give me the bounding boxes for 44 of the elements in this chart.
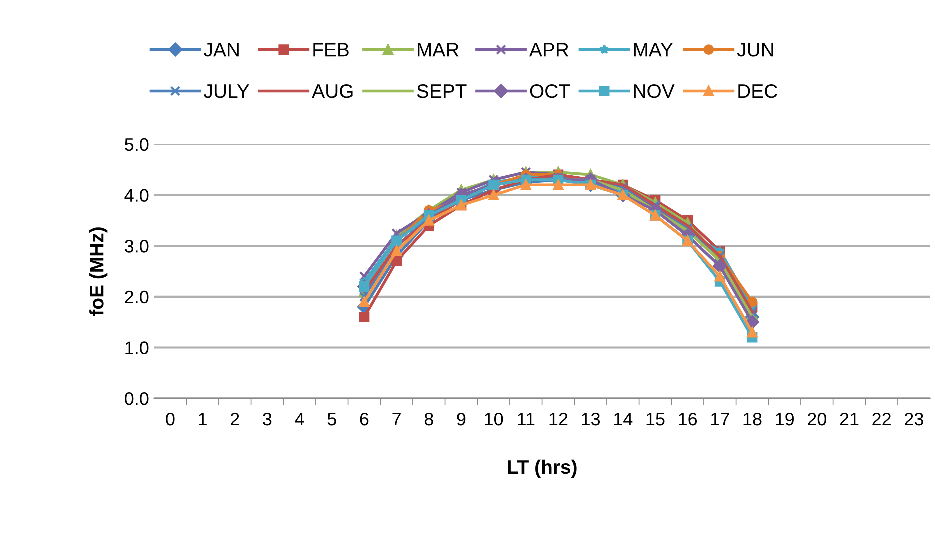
x-tick-label: 17 [711, 413, 730, 426]
legend-label: FEB [314, 43, 349, 57]
y-tick-label: 0.0 [125, 392, 149, 406]
x-tick-label: 10 [485, 412, 504, 426]
y-tick-label: 3.0 [125, 240, 149, 253]
x-tick-label: 4 [295, 413, 304, 426]
y-tick-label: 4.0 [124, 189, 149, 202]
x-tick-label: 2 [231, 412, 240, 426]
legend-label: MAY [634, 43, 673, 57]
x-tick-label: 3 [263, 412, 272, 426]
x-tick-label: 5 [328, 413, 336, 426]
legend-label: APR [529, 43, 569, 57]
x-tick-label: 7 [392, 413, 401, 426]
legend-label: DEC [738, 84, 778, 98]
y-tick-label: 5.0 [125, 138, 149, 152]
x-tick-label: 23 [905, 412, 924, 426]
x-tick-label: 6 [360, 412, 369, 426]
x-tick-label: 15 [646, 413, 665, 426]
x-tick-label: 0 [166, 412, 175, 426]
y-tick-label: 2.0 [125, 290, 149, 304]
y-axis-title: foE (MHz) [90, 228, 108, 316]
x-tick-label: 20 [808, 412, 826, 426]
x-tick-label: 21 [840, 412, 859, 426]
x-axis-title: LT (hrs) [508, 460, 577, 478]
x-tick-label: 16 [679, 412, 698, 426]
legend-label: OCT [530, 84, 570, 98]
x-tick-label: 22 [872, 412, 891, 426]
legend-label: JAN [204, 43, 239, 57]
legend-label: JUN [737, 43, 774, 57]
x-tick-label: 18 [744, 412, 762, 426]
x-tick-label: 14 [614, 413, 633, 426]
legend-label: MAR [418, 43, 459, 57]
x-tick-label: 8 [424, 412, 434, 426]
y-tick-label: 1.0 [126, 342, 149, 354]
legend-label: SEPT [417, 84, 467, 98]
x-tick-label: 19 [776, 412, 794, 426]
x-tick-label: 11 [518, 413, 535, 426]
x-tick-label: 9 [457, 412, 466, 426]
x-tick-label: 12 [550, 412, 568, 426]
legend-label: JULY [204, 84, 250, 98]
legend-label: AUG [312, 84, 353, 98]
x-tick-label: 1 [199, 413, 207, 426]
legend-label: NOV [634, 84, 675, 98]
x-tick-label: 13 [582, 412, 600, 426]
